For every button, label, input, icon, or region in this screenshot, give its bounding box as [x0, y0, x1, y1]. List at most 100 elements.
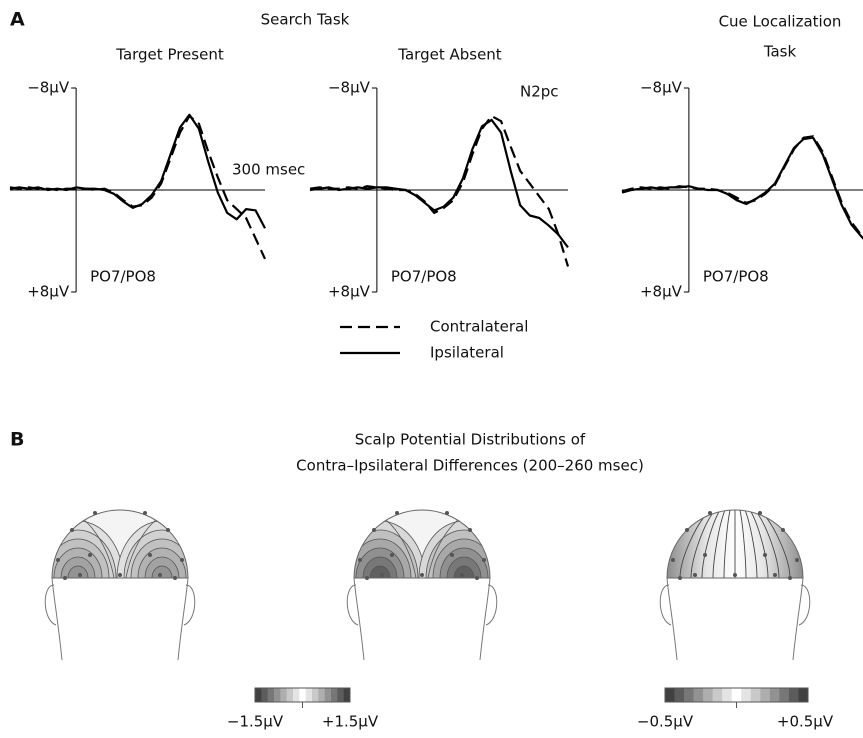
- y-tick-label: −8μV: [328, 79, 371, 97]
- electrode-label: PO7/PO8: [391, 268, 457, 286]
- colorbar-label: −0.5μV: [637, 713, 694, 731]
- electrode: [773, 573, 777, 577]
- electrode: [372, 528, 376, 532]
- electrode: [380, 573, 384, 577]
- contour: [712, 510, 726, 578]
- waveform: [9, 113, 266, 229]
- electrode: [56, 558, 60, 562]
- annotation: N2pc: [520, 83, 559, 101]
- colorbar-step: [741, 688, 752, 702]
- panel-label: A: [10, 9, 25, 31]
- electrode: [70, 528, 74, 532]
- map-fill: [354, 510, 490, 578]
- scalp-outline: [51, 509, 189, 579]
- legend-label: Contralateral: [430, 318, 528, 336]
- electrode: [758, 511, 762, 515]
- colorbar-step: [255, 688, 262, 702]
- electrode: [460, 573, 464, 577]
- electrode-label: PO7/PO8: [90, 268, 156, 286]
- head-outline: [666, 577, 804, 661]
- electrode: [685, 528, 689, 532]
- contour: [749, 510, 769, 578]
- electrode: [703, 553, 707, 557]
- electrode: [158, 573, 162, 577]
- electrode: [390, 553, 394, 557]
- group-title: Search Task: [261, 11, 350, 29]
- annotation: 300 msec: [232, 161, 305, 179]
- electrode: [420, 573, 424, 577]
- colorbar-step: [324, 688, 332, 702]
- colorbar-step: [267, 688, 275, 702]
- colorbar-step: [312, 688, 319, 702]
- electrode: [78, 573, 82, 577]
- waveform: [621, 135, 863, 240]
- electrode: [671, 558, 675, 562]
- ear: [346, 584, 498, 626]
- colorbar-step: [760, 688, 771, 702]
- scalp-map: [346, 509, 498, 661]
- electrode: [482, 558, 486, 562]
- waveform: [621, 136, 863, 240]
- colorbar-step: [674, 688, 685, 702]
- electrode: [795, 558, 799, 562]
- colorbar-step: [286, 688, 294, 702]
- colorbar-step: [318, 688, 325, 702]
- contour: [739, 510, 747, 578]
- electrode: [708, 511, 712, 515]
- colorbar-step: [337, 688, 344, 702]
- ear: [44, 584, 196, 626]
- y-tick-label: −8μV: [640, 79, 683, 97]
- electrode: [693, 573, 697, 577]
- electrode: [118, 573, 122, 577]
- y-tick-label: +8μV: [640, 283, 683, 301]
- electrode: [763, 553, 767, 557]
- panel-label: B: [10, 429, 24, 451]
- electrode: [395, 511, 399, 515]
- colorbar-step: [703, 688, 713, 702]
- legend-label: Ipsilateral: [430, 344, 504, 362]
- electrode: [468, 528, 472, 532]
- colorbar-label: +1.5μV: [322, 713, 379, 731]
- colorbar-step: [343, 688, 351, 702]
- electrode: [88, 553, 92, 557]
- electrode: [733, 573, 737, 577]
- colorbar-step: [769, 688, 780, 702]
- contour: [701, 510, 721, 578]
- contour: [723, 510, 731, 578]
- contour: [144, 556, 180, 578]
- contour: [151, 565, 173, 578]
- colorbar-step: [788, 688, 799, 702]
- chart-title: Task: [763, 43, 797, 61]
- contour: [744, 510, 758, 578]
- colorbar-step: [722, 688, 733, 702]
- electrode-label: PO7/PO8: [703, 268, 769, 286]
- chart-title: Target Absent: [397, 46, 502, 64]
- colorbar-step: [293, 688, 300, 702]
- chart-title: Target Present: [115, 46, 224, 64]
- colorbar-step: [261, 688, 268, 702]
- electrode: [180, 558, 184, 562]
- chart-title: Cue Localization: [719, 13, 842, 31]
- map-fill: [52, 510, 188, 578]
- contour: [446, 556, 482, 578]
- colorbar-step: [299, 688, 306, 702]
- electrode: [450, 553, 454, 557]
- colorbar-step: [712, 688, 723, 702]
- colorbar-step: [331, 688, 338, 702]
- electrode: [445, 511, 449, 515]
- colorbar-step: [684, 688, 694, 702]
- ear: [659, 584, 811, 626]
- y-tick-label: +8μV: [328, 283, 371, 301]
- colorbar-label: +0.5μV: [777, 713, 834, 731]
- contour: [754, 510, 780, 578]
- colorbar-step: [305, 688, 313, 702]
- electrode: [788, 576, 792, 580]
- colorbar-step: [274, 688, 281, 702]
- waveform: [9, 114, 266, 260]
- contour: [67, 565, 89, 578]
- map-fill: [667, 510, 803, 578]
- colorbar-step: [665, 688, 675, 702]
- electrode: [475, 576, 479, 580]
- scalp-map: [44, 509, 196, 661]
